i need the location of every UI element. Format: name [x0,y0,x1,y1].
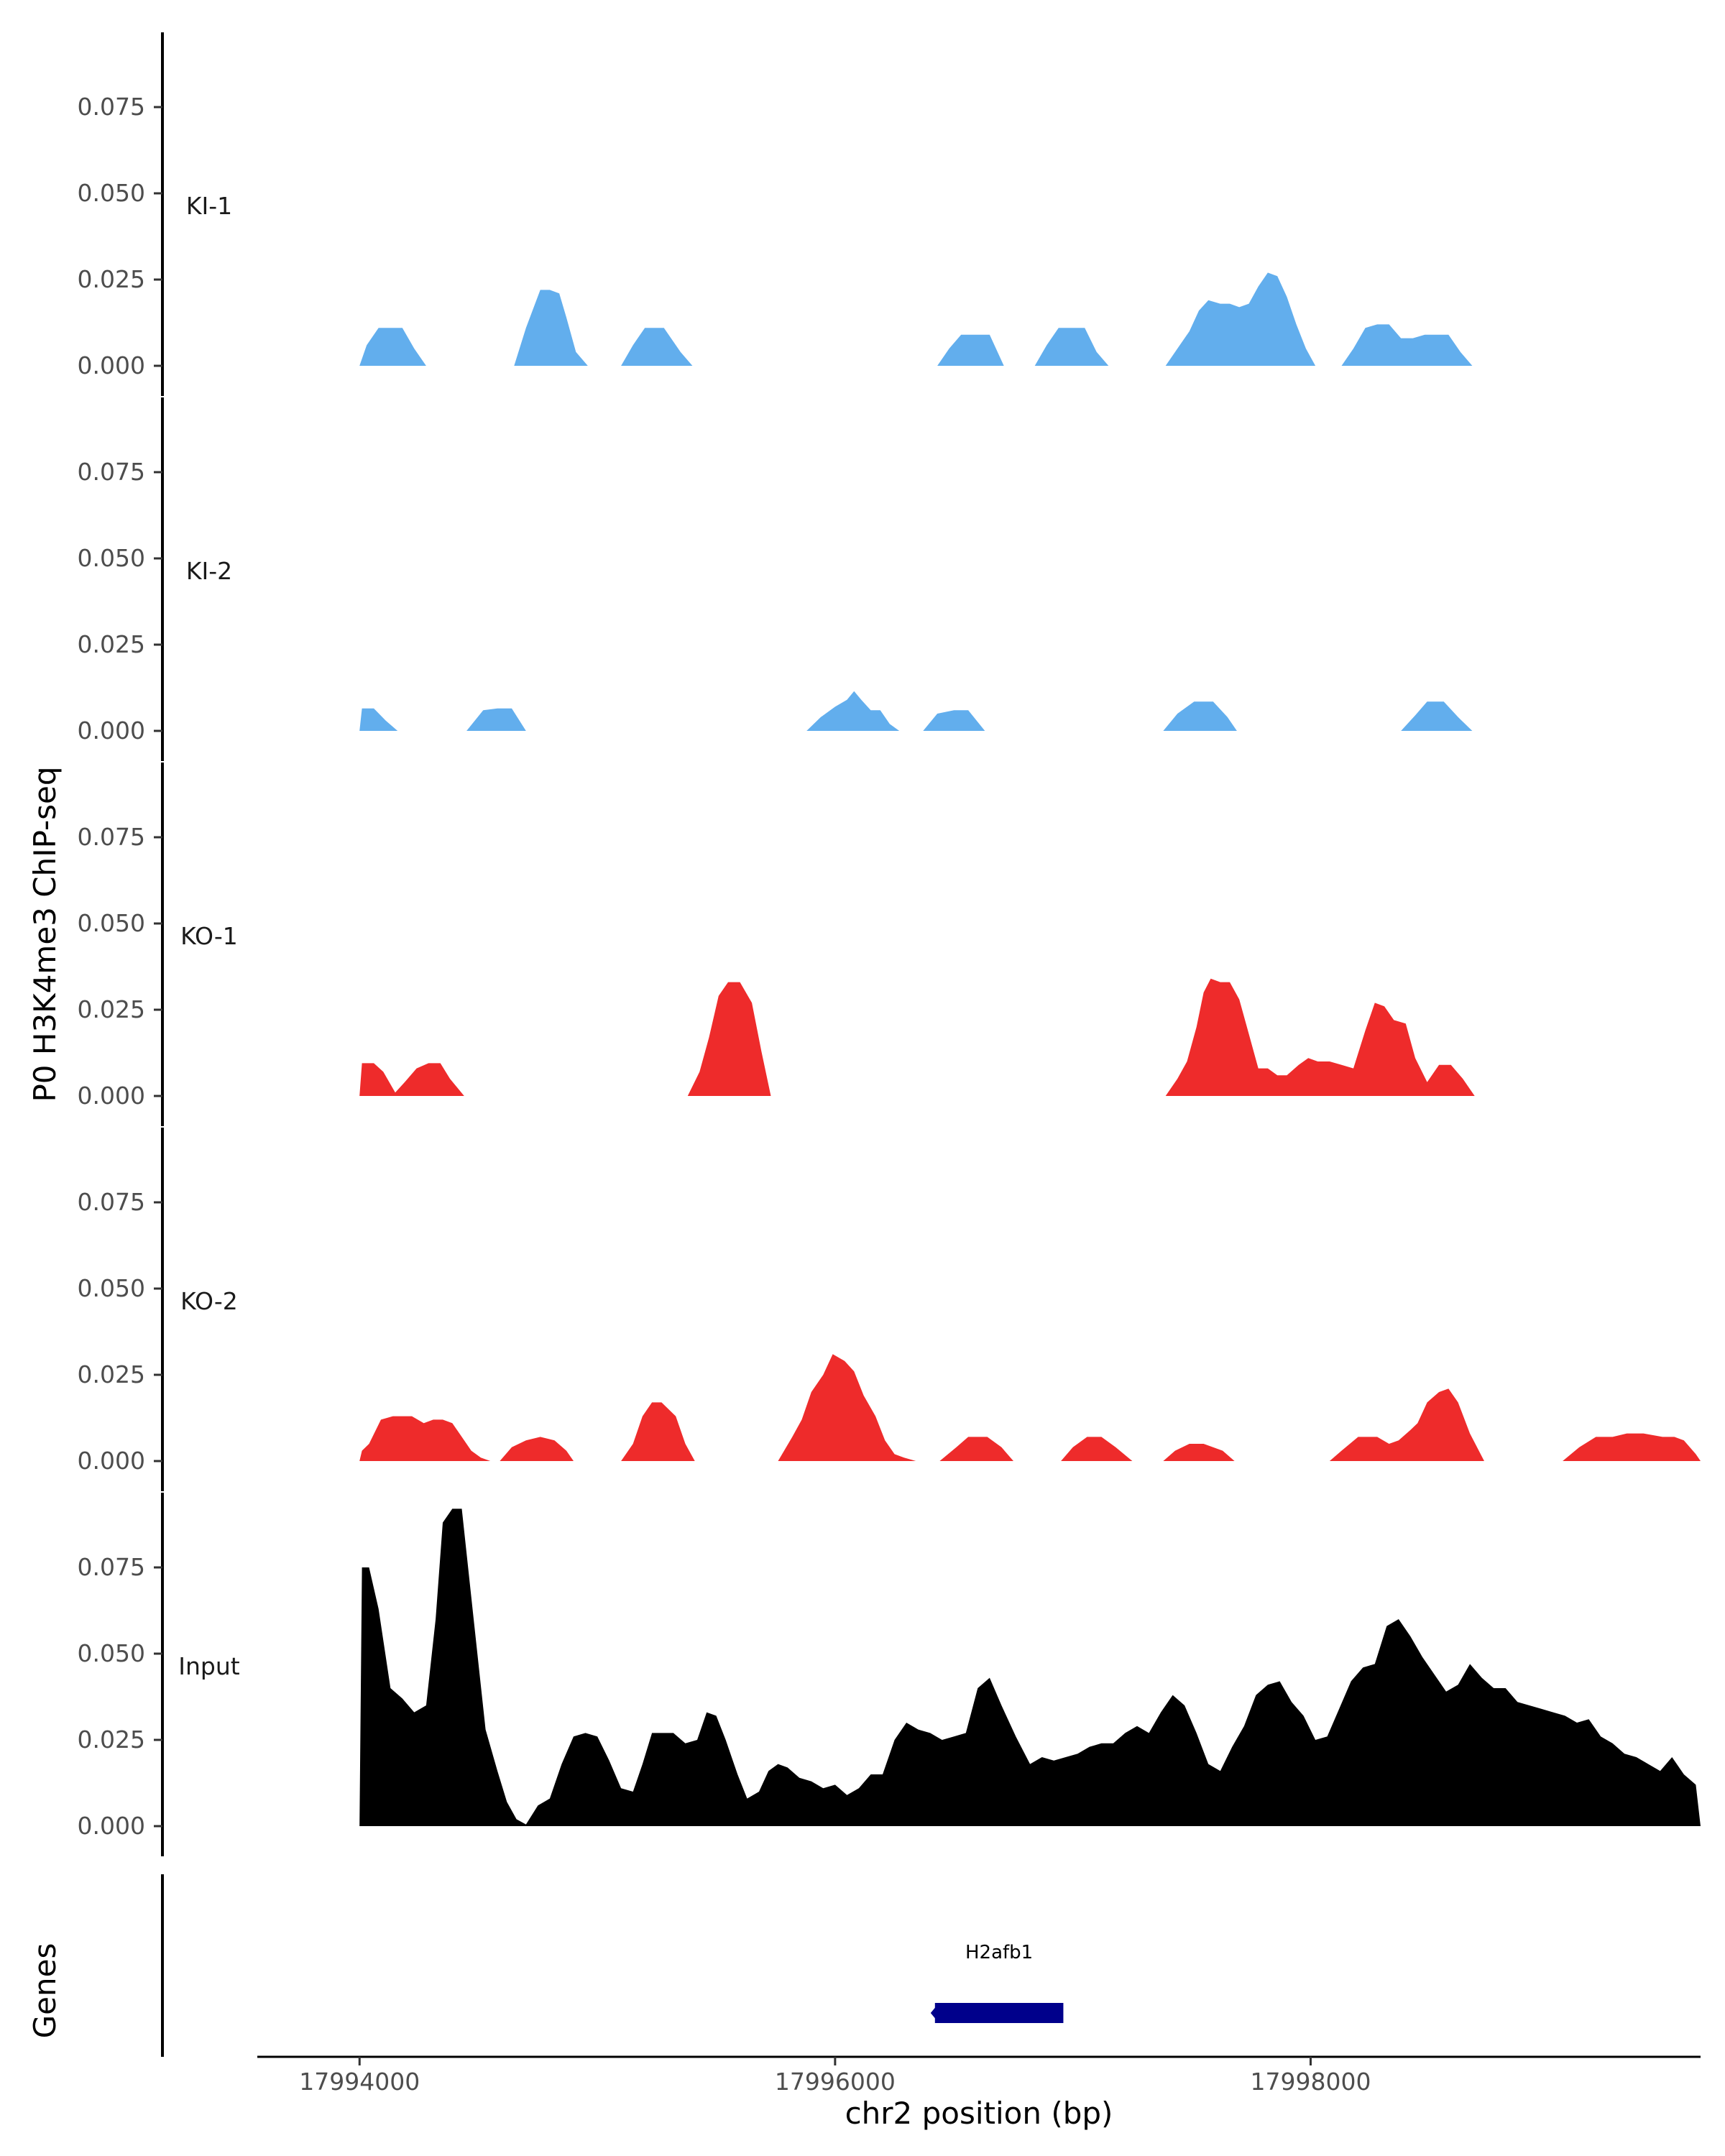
y-tick-label: 0.000 [78,717,145,745]
y-tick-label: 0.025 [78,995,145,1023]
y-tick-label: 0.075 [78,1553,145,1581]
x-axis-title: chr2 position (bp) [845,2096,1113,2131]
gene-label: H2afb1 [965,1942,1033,1963]
track-label: KO-1 [180,922,238,950]
genes-axis-title: Genes [27,1943,63,2039]
track-ko-1: 0.000 0.025 0.050 0.075 KO-1 [78,763,1475,1126]
y-tick-label: 0.050 [78,1639,145,1667]
track-label: KI-1 [186,192,232,220]
gene-items: H2afb1 [930,1942,1064,2023]
y-tick-label: 0.075 [78,458,145,486]
y-tick-label: 0.025 [78,630,145,658]
tracks-group: 0.0000.0250.0500.075KI-10.0000.0250.0500… [78,32,1701,1856]
track-ki-2: 0.000 0.025 0.050 0.075 KI-2 [78,397,1473,761]
signal-area-input [359,1508,1701,1826]
signal-area-ko-1 [359,978,1475,1096]
track-label: KO-2 [180,1287,238,1315]
track-ko-2: 0.000 0.025 0.050 0.075 KO-2 [78,1128,1701,1491]
track-input: 0.000 0.025 0.050 0.075 Input [78,1493,1701,1856]
y-tick-label: 0.050 [78,909,145,937]
y-tick-label: 0.025 [78,1726,145,1754]
track-ki-1: 0.000 0.025 0.050 0.075 KI-1 [78,32,1473,396]
y-tick-label: 0.075 [78,93,145,121]
y-tick-label: 0.075 [78,1188,145,1216]
y-tick-label: 0.025 [78,1360,145,1388]
gene-body [934,2003,1064,2023]
y-tick-label: 0.000 [78,1082,145,1110]
genes-panel: Genes H2afb1 [27,1874,1064,2057]
signal-area-ki-1 [359,272,1473,366]
track-label: Input [178,1652,240,1680]
x-tick-label: 17994000 [299,2068,420,2096]
y-tick-label: 0.000 [78,1812,145,1840]
y-tick-label: 0.025 [78,265,145,293]
y-tick-label: 0.050 [78,1274,145,1302]
signal-area-ko-2 [359,1354,1701,1461]
x-tick-label: 17996000 [775,2068,896,2096]
x-axis: 17994000 17996000 17998000 chr2 position (… [257,2055,1701,2131]
y-tick-label: 0.075 [78,823,145,851]
track-label: KI-2 [186,557,232,585]
y-tick-label: 0.000 [78,351,145,379]
x-ticks: 17994000 17996000 17998000 [299,2057,1371,2096]
gene-strand-marker [930,2004,938,2022]
x-tick-label: 17998000 [1250,2068,1371,2096]
y-tick-label: 0.050 [78,179,145,207]
signal-area-ki-2 [359,691,1473,731]
y-tick-label: 0.000 [78,1447,145,1475]
y-tick-label: 0.050 [78,544,145,572]
y-axis-title: P0 H3K4me3 ChIP-seq [27,766,63,1102]
